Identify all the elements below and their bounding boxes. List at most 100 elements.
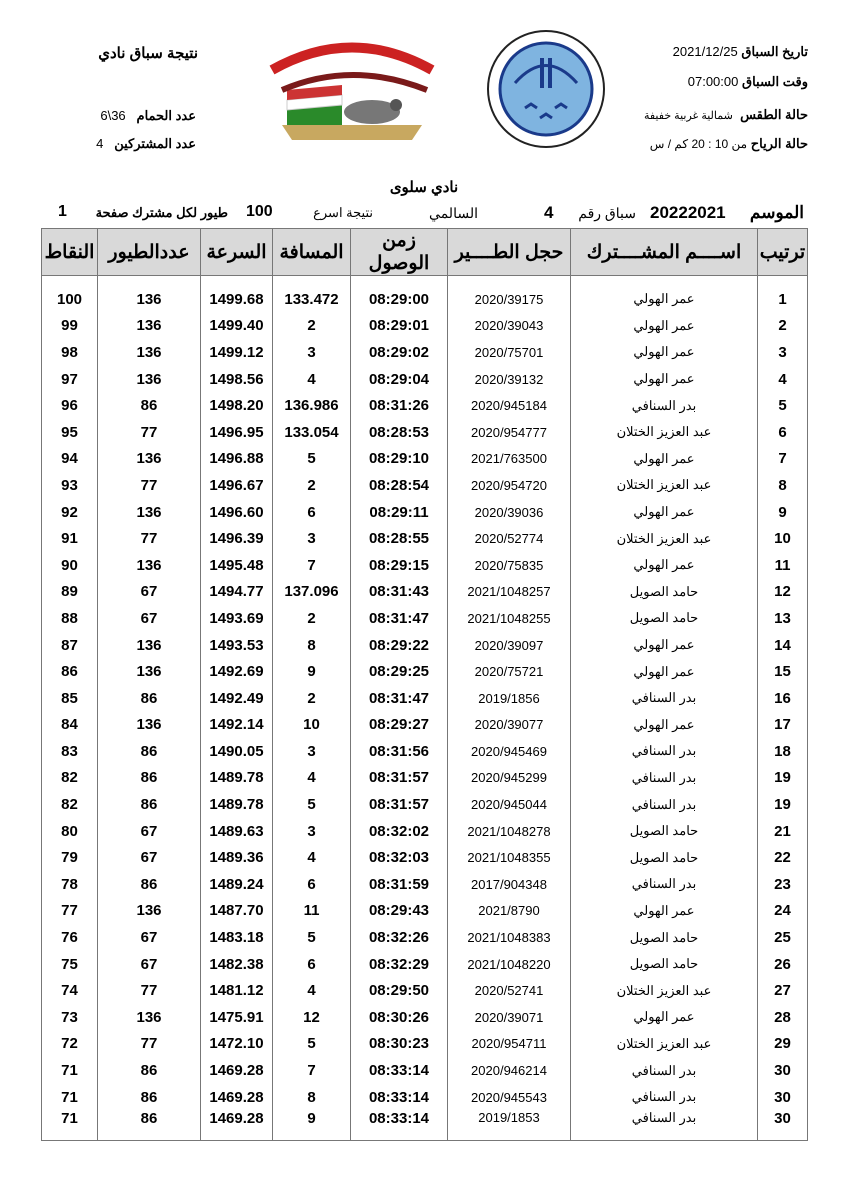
cell-distance: 9 bbox=[272, 1110, 351, 1142]
cell-ring-number: 2019/1856 bbox=[447, 684, 571, 712]
cell-ring-number: 2020/39071 bbox=[447, 1004, 571, 1031]
kuwait-federation-logo bbox=[485, 28, 607, 150]
cell-speed: 1495.48 bbox=[200, 551, 273, 579]
column-header-birds-count: عددالطيور bbox=[97, 228, 201, 276]
table-row: 100 136 1499.68 133.472 08:29:00 2020/39175 عم… bbox=[41, 286, 808, 313]
cell-birds-count: 86 bbox=[97, 791, 201, 818]
cell-rank: 30 bbox=[757, 1083, 808, 1111]
cell-participant-name: بدر السنافي bbox=[570, 871, 758, 898]
cell-ring-number: 2021/1048355 bbox=[447, 844, 571, 872]
cell-speed: 1499.68 bbox=[200, 286, 273, 313]
cell-points: 71 bbox=[41, 1083, 98, 1111]
cell-participant-name: بدر السنافي bbox=[570, 1110, 758, 1142]
cell-participant-name: حامد الصويل bbox=[570, 817, 758, 845]
table-row: 87 136 1493.53 8 08:29:22 2020/39097 عمر الهول… bbox=[41, 631, 808, 659]
cell-arrival-time: 08:29:10 bbox=[350, 445, 448, 473]
race-time-label: وقت السباق bbox=[741, 74, 808, 89]
cell-arrival-time: 08:33:14 bbox=[350, 1083, 448, 1111]
cell-arrival-time: 08:30:23 bbox=[350, 1030, 448, 1058]
table-row: 78 86 1489.24 6 08:31:59 2017/904348 بدر السنا… bbox=[41, 871, 808, 898]
cell-points: 92 bbox=[41, 498, 98, 526]
cell-speed: 1481.12 bbox=[200, 977, 273, 1005]
cell-arrival-time: 08:31:47 bbox=[350, 684, 448, 712]
cell-participant-name: عبد العزيز الختلان bbox=[570, 977, 758, 1005]
cell-ring-number: 2020/954711 bbox=[447, 1030, 571, 1058]
cell-ring-number: 2020/945543 bbox=[447, 1083, 571, 1111]
cell-participant-name: عمر الهولي bbox=[570, 551, 758, 579]
participants-label: عدد المشتركين bbox=[114, 136, 196, 151]
cell-birds-count: 136 bbox=[97, 445, 201, 473]
cell-rank: 3 bbox=[757, 339, 808, 366]
cell-birds-count: 136 bbox=[97, 711, 201, 739]
cell-speed: 1483.18 bbox=[200, 924, 273, 951]
cell-speed: 1498.20 bbox=[200, 392, 273, 419]
cell-speed: 1493.69 bbox=[200, 605, 273, 632]
cell-rank: 30 bbox=[757, 1110, 808, 1142]
page-number: 1 bbox=[58, 203, 67, 220]
pigeons-value: 36\6 bbox=[100, 108, 126, 123]
cell-arrival-time: 08:28:54 bbox=[350, 472, 448, 499]
cell-arrival-time: 08:33:14 bbox=[350, 1110, 448, 1142]
cell-points: 94 bbox=[41, 445, 98, 473]
cell-distance: 2 bbox=[272, 472, 351, 499]
cell-speed: 1489.63 bbox=[200, 817, 273, 845]
cell-speed: 1482.38 bbox=[200, 950, 273, 978]
cell-rank: 24 bbox=[757, 897, 808, 925]
table-row: 85 86 1492.49 2 08:31:47 2019/1856 بدر السنافي… bbox=[41, 684, 808, 712]
cell-arrival-time: 08:29:22 bbox=[350, 631, 448, 659]
cell-arrival-time: 08:31:43 bbox=[350, 578, 448, 606]
cell-distance: 6 bbox=[272, 498, 351, 526]
cell-birds-count: 136 bbox=[97, 551, 201, 579]
cell-points: 91 bbox=[41, 525, 98, 552]
cell-participant-name: بدر السنافي bbox=[570, 764, 758, 792]
cell-distance: 5 bbox=[272, 445, 351, 473]
cell-birds-count: 86 bbox=[97, 392, 201, 419]
cell-rank: 13 bbox=[757, 605, 808, 632]
wind-label: حالة الرياح bbox=[750, 136, 808, 151]
cell-distance: 8 bbox=[272, 1083, 351, 1111]
cell-birds-count: 67 bbox=[97, 605, 201, 632]
race-no-value: 4 bbox=[544, 203, 554, 222]
column-header-participant-name: اســــم المشــــترك bbox=[570, 228, 758, 276]
page-title: نتيجة سباق نادي bbox=[98, 45, 198, 62]
cell-distance: 3 bbox=[272, 738, 351, 765]
cell-distance: 7 bbox=[272, 551, 351, 579]
cell-points: 98 bbox=[41, 339, 98, 366]
cell-points: 99 bbox=[41, 312, 98, 340]
weather-label: حالة الطقس bbox=[740, 107, 808, 122]
cell-arrival-time: 08:30:26 bbox=[350, 1004, 448, 1031]
cell-arrival-time: 08:31:59 bbox=[350, 871, 448, 898]
wind: حالة الرياح من 10 : 20 كم / س bbox=[650, 136, 808, 152]
cell-birds-count: 136 bbox=[97, 339, 201, 366]
cell-arrival-time: 08:32:29 bbox=[350, 950, 448, 978]
cell-birds-count: 86 bbox=[97, 738, 201, 765]
cell-rank: 8 bbox=[757, 472, 808, 499]
cell-participant-name: حامد الصويل bbox=[570, 924, 758, 951]
cell-distance: 8 bbox=[272, 631, 351, 659]
cell-speed: 1490.05 bbox=[200, 738, 273, 765]
cell-distance: 2 bbox=[272, 684, 351, 712]
cell-distance: 12 bbox=[272, 1004, 351, 1031]
cell-ring-number: 2021/1048255 bbox=[447, 605, 571, 632]
table-row: 93 77 1496.67 2 08:28:54 2020/954720 عبد العزي… bbox=[41, 472, 808, 499]
cell-birds-count: 77 bbox=[97, 472, 201, 499]
season-value: 20222021 bbox=[650, 203, 726, 222]
cell-rank: 14 bbox=[757, 631, 808, 659]
table-row: 80 67 1489.63 3 08:32:02 2021/1048278 حامد الص… bbox=[41, 817, 808, 845]
cell-rank: 30 bbox=[757, 1057, 808, 1084]
cell-participant-name: عمر الهولي bbox=[570, 445, 758, 473]
cell-speed: 1469.28 bbox=[200, 1083, 273, 1111]
table-row: 91 77 1496.39 3 08:28:55 2020/52774 عبد العزيز… bbox=[41, 525, 808, 552]
participants-value: 4 bbox=[96, 136, 104, 151]
race-time: وقت السباق 07:00:00 bbox=[688, 74, 808, 90]
cell-speed: 1469.28 bbox=[200, 1110, 273, 1142]
cell-ring-number: 2020/52774 bbox=[447, 525, 571, 552]
race-date-label: تاريخ السباق bbox=[741, 44, 808, 59]
table-row: 82 86 1489.78 5 08:31:57 2020/945044 بدر السنا… bbox=[41, 791, 808, 818]
cell-rank: 9 bbox=[757, 498, 808, 526]
cell-birds-count: 136 bbox=[97, 658, 201, 685]
cell-points: 71 bbox=[41, 1057, 98, 1084]
cell-participant-name: بدر السنافي bbox=[570, 392, 758, 419]
cell-arrival-time: 08:29:11 bbox=[350, 498, 448, 526]
